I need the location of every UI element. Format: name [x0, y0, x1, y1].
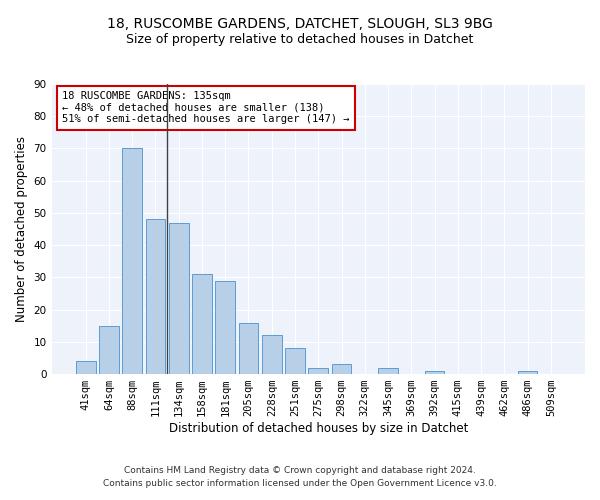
Bar — [99, 326, 119, 374]
Bar — [518, 371, 538, 374]
Bar — [192, 274, 212, 374]
Bar — [262, 336, 281, 374]
X-axis label: Distribution of detached houses by size in Datchet: Distribution of detached houses by size … — [169, 422, 468, 435]
Text: 18 RUSCOMBE GARDENS: 135sqm
← 48% of detached houses are smaller (138)
51% of se: 18 RUSCOMBE GARDENS: 135sqm ← 48% of det… — [62, 92, 350, 124]
Bar — [169, 222, 188, 374]
Bar — [122, 148, 142, 374]
Text: Contains HM Land Registry data © Crown copyright and database right 2024.
Contai: Contains HM Land Registry data © Crown c… — [103, 466, 497, 487]
Bar — [215, 280, 235, 374]
Bar — [425, 371, 445, 374]
Text: 18, RUSCOMBE GARDENS, DATCHET, SLOUGH, SL3 9BG: 18, RUSCOMBE GARDENS, DATCHET, SLOUGH, S… — [107, 18, 493, 32]
Bar — [308, 368, 328, 374]
Bar — [76, 361, 95, 374]
Bar — [378, 368, 398, 374]
Y-axis label: Number of detached properties: Number of detached properties — [15, 136, 28, 322]
Text: Size of property relative to detached houses in Datchet: Size of property relative to detached ho… — [127, 32, 473, 46]
Bar — [332, 364, 352, 374]
Bar — [239, 322, 259, 374]
Bar — [285, 348, 305, 374]
Bar — [146, 220, 166, 374]
